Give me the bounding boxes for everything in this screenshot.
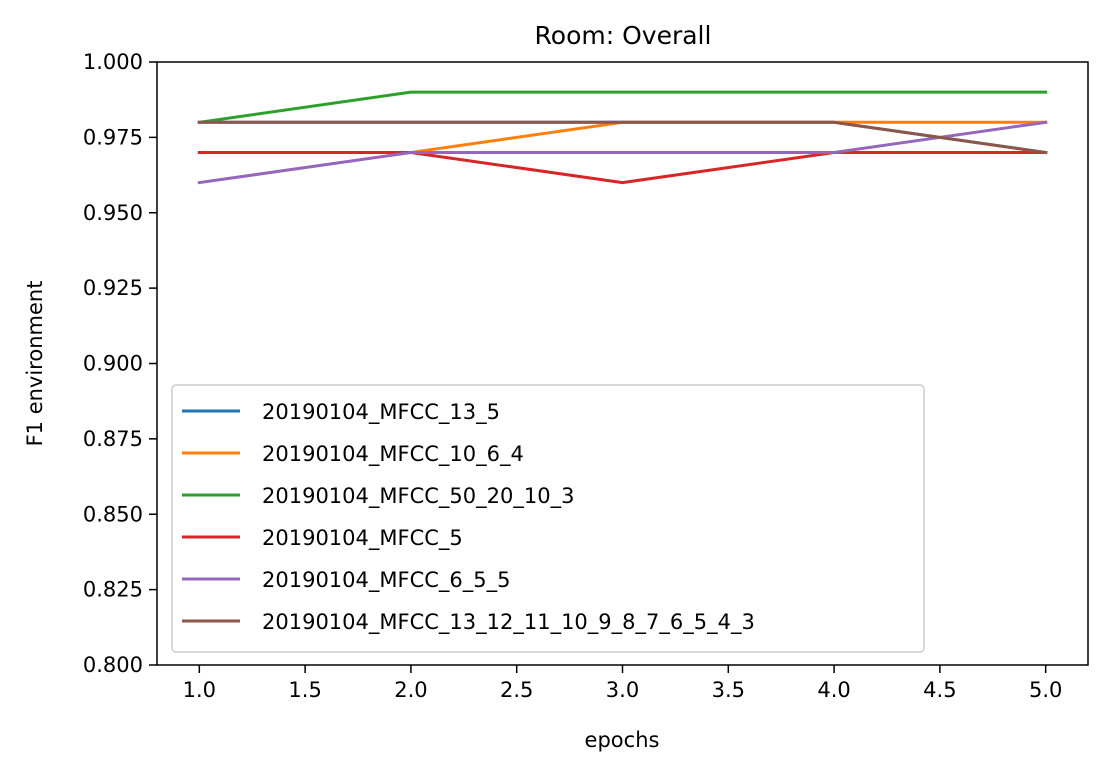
series-line-6 <box>197 120 1048 155</box>
x-tick-label: 2.0 <box>394 678 427 702</box>
chart-title: Room: Overall <box>535 21 712 50</box>
x-tick-label: 4.5 <box>923 678 956 702</box>
y-tick-label: 0.825 <box>83 578 143 602</box>
x-tick-label: 1.5 <box>288 678 321 702</box>
y-tick-label: 0.800 <box>83 653 143 677</box>
series-layer <box>197 90 1048 185</box>
x-tick-label: 5.0 <box>1029 678 1062 702</box>
y-tick-label: 0.925 <box>83 276 143 300</box>
series-line-4 <box>197 151 1048 185</box>
x-tick-label: 1.0 <box>183 678 216 702</box>
x-tick-label: 3.0 <box>606 678 639 702</box>
legend-entry-3: 20190104_MFCC_50_20_10_3 <box>262 484 574 509</box>
legend-entry-2: 20190104_MFCC_10_6_4 <box>262 442 524 467</box>
legend-entry-5: 20190104_MFCC_6_5_5 <box>262 568 511 593</box>
y-tick-label: 0.975 <box>83 125 143 149</box>
x-tick-label: 4.0 <box>817 678 850 702</box>
legend-entry-1: 20190104_MFCC_13_5 <box>262 400 500 425</box>
x-tick-label: 2.5 <box>500 678 533 702</box>
x-axis-ticks: 1.0 1.5 2.0 2.5 3.0 3.5 4.0 4.5 5.0 <box>183 665 1062 702</box>
x-tick-label: 3.5 <box>712 678 745 702</box>
legend-entry-6: 20190104_MFCC_13_12_11_10_9_8_7_6_5_4_3 <box>262 610 755 635</box>
series-line-5 <box>197 120 1048 185</box>
x-axis-label: epochs <box>585 728 660 752</box>
y-tick-label: 0.950 <box>83 201 143 225</box>
y-axis-label: F1 environment <box>23 281 47 447</box>
y-tick-label: 0.875 <box>83 427 143 451</box>
legend: 20190104_MFCC_13_5 20190104_MFCC_10_6_4 20… <box>171 384 925 653</box>
legend-frame <box>171 384 925 653</box>
legend-entry-4: 20190104_MFCC_5 <box>262 526 463 551</box>
y-tick-label: 1.000 <box>83 50 143 74</box>
y-tick-label: 0.900 <box>83 352 143 376</box>
series-line-3 <box>197 90 1048 124</box>
y-tick-label: 0.850 <box>83 502 143 526</box>
y-axis-ticks: 0.800 0.825 0.850 0.875 0.900 0.925 0.950 0.975… <box>83 50 157 677</box>
